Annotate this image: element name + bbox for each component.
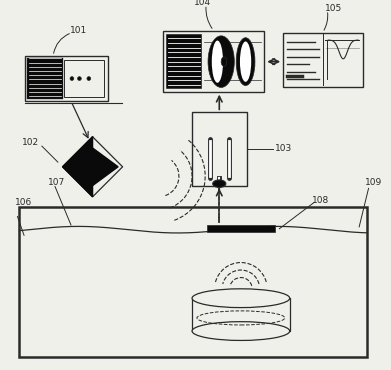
Ellipse shape — [240, 41, 251, 82]
Bar — [19, 207, 367, 357]
Ellipse shape — [87, 77, 91, 80]
Ellipse shape — [236, 38, 255, 85]
Text: 108: 108 — [312, 196, 330, 205]
Text: 107: 107 — [48, 178, 65, 187]
Ellipse shape — [70, 77, 74, 80]
Bar — [192, 112, 246, 186]
Bar — [207, 225, 274, 232]
Ellipse shape — [192, 289, 290, 307]
Ellipse shape — [221, 57, 227, 66]
Bar — [166, 34, 201, 88]
Text: 103: 103 — [274, 144, 292, 154]
Text: 109: 109 — [365, 178, 382, 187]
Polygon shape — [63, 137, 123, 197]
Ellipse shape — [192, 322, 290, 340]
Bar — [192, 298, 290, 331]
Polygon shape — [90, 146, 118, 188]
Polygon shape — [63, 137, 93, 197]
Ellipse shape — [212, 41, 223, 83]
Bar — [25, 56, 108, 101]
Bar — [65, 60, 104, 97]
Text: 102: 102 — [22, 138, 39, 147]
Text: 101: 101 — [70, 26, 87, 35]
Ellipse shape — [77, 77, 81, 80]
Bar — [163, 31, 264, 92]
Bar — [27, 58, 63, 99]
Text: 105: 105 — [325, 4, 343, 13]
Text: 104: 104 — [194, 0, 211, 7]
Text: 106: 106 — [14, 198, 32, 207]
Ellipse shape — [213, 180, 226, 188]
Ellipse shape — [208, 36, 234, 87]
Bar — [283, 33, 363, 87]
